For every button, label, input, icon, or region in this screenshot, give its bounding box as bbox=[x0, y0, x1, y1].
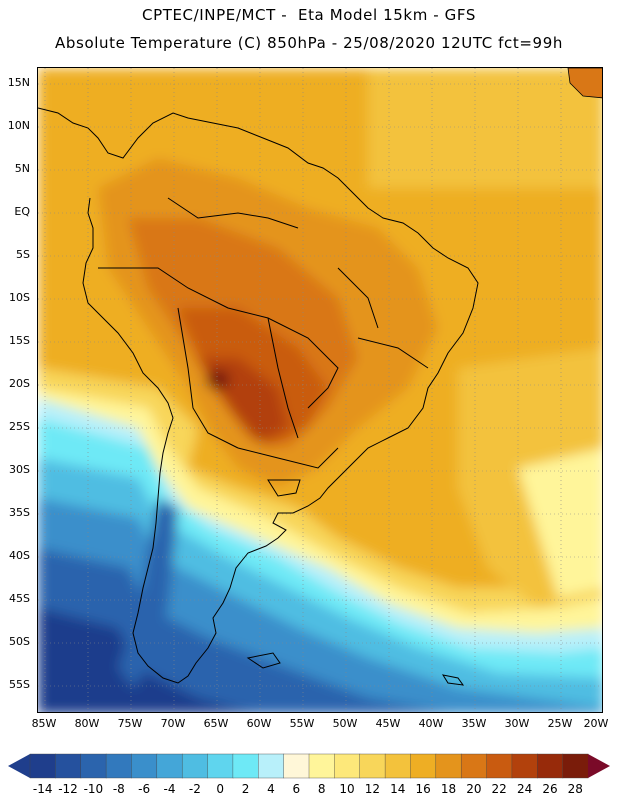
colorbar-label: 14 bbox=[390, 782, 406, 796]
lon-label-65w: 65W bbox=[203, 717, 229, 730]
lon-label-35w: 35W bbox=[461, 717, 487, 730]
colorbar-swatch bbox=[486, 753, 513, 779]
lon-label-80w: 80W bbox=[74, 717, 100, 730]
colorbar-label: 26 bbox=[542, 782, 558, 796]
colorbar-swatch bbox=[359, 753, 386, 779]
colorbar-label: 8 bbox=[317, 782, 326, 796]
colorbar-label: -6 bbox=[138, 782, 151, 796]
lat-label-10n: 10N bbox=[7, 119, 30, 132]
colorbar-label: 16 bbox=[415, 782, 431, 796]
lon-label-30w: 30W bbox=[504, 717, 530, 730]
colorbar-swatch bbox=[537, 753, 564, 779]
colorbar-swatch bbox=[131, 753, 158, 779]
colorbar-swatch bbox=[29, 753, 56, 779]
colorbar-label: 24 bbox=[516, 782, 533, 796]
lat-label-35s: 35S bbox=[9, 506, 30, 519]
lon-label-20w: 20W bbox=[583, 717, 609, 730]
colorbar-label: -12 bbox=[58, 782, 78, 796]
colorbar-swatch bbox=[308, 753, 335, 779]
colorbar-swatch bbox=[55, 753, 82, 779]
colorbar-swatch bbox=[232, 753, 259, 779]
map-title-line1: CPTEC/INPE/MCT - Eta Model 15km - GFS bbox=[142, 6, 476, 24]
lat-label-55s: 55S bbox=[9, 678, 30, 691]
lat-label-45s: 45S bbox=[9, 592, 30, 605]
lon-label-45w: 45W bbox=[375, 717, 401, 730]
lat-label-50s: 50S bbox=[9, 635, 30, 648]
map-panel[interactable] bbox=[37, 67, 603, 713]
colorbar-label: 4 bbox=[267, 782, 275, 796]
lon-label-40w: 40W bbox=[418, 717, 444, 730]
colorbar-swatch bbox=[562, 753, 589, 779]
colorbar-swatch bbox=[181, 753, 209, 779]
colorbar-over-arrow bbox=[588, 754, 610, 778]
colorbar-label: 0 bbox=[216, 782, 224, 796]
lat-label-10s: 10S bbox=[9, 291, 30, 304]
colorbar-label: -14 bbox=[32, 782, 53, 796]
colorbar-swatch bbox=[460, 753, 488, 779]
map-title-line2: Absolute Temperature (C) 850hPa - 25/08/… bbox=[55, 34, 563, 52]
colorbar-swatch bbox=[105, 753, 132, 779]
temperature-field bbox=[38, 68, 602, 712]
lon-label-70w: 70W bbox=[160, 717, 186, 730]
colorbar-swatch bbox=[410, 753, 437, 779]
colorbar-label: 10 bbox=[339, 782, 355, 796]
lat-label-20s: 20S bbox=[9, 377, 30, 390]
lat-label-30s: 30S bbox=[9, 463, 30, 476]
colorbar-swatch bbox=[384, 753, 411, 779]
colorbar-label: -8 bbox=[112, 782, 125, 796]
lat-label-15n: 15N bbox=[7, 76, 30, 89]
colorbar-label: 28 bbox=[567, 782, 583, 796]
lat-label-5n: 5N bbox=[14, 162, 30, 175]
temperature-map bbox=[38, 68, 602, 712]
lat-label-15s: 15S bbox=[9, 334, 30, 347]
colorbar-swatch bbox=[156, 753, 183, 779]
lat-label-5s: 5S bbox=[16, 248, 30, 261]
colorbar-under-arrow bbox=[8, 754, 30, 778]
lon-label-55w: 55W bbox=[289, 717, 315, 730]
lon-label-25w: 25W bbox=[547, 717, 573, 730]
colorbar-swatch bbox=[80, 753, 107, 779]
colorbar-swatch bbox=[258, 753, 285, 779]
lat-label-25s: 25S bbox=[9, 420, 30, 433]
colorbar-swatch bbox=[511, 753, 538, 779]
colorbar-label: 22 bbox=[491, 782, 507, 796]
coastline bbox=[38, 107, 479, 686]
lat-label-eq: EQ bbox=[14, 205, 30, 218]
colorbar-label: 6 bbox=[292, 782, 301, 796]
colorbar-label: -2 bbox=[188, 782, 201, 796]
colorbar-label: -4 bbox=[163, 782, 176, 796]
colorbar-swatch bbox=[283, 753, 310, 779]
colorbar-swatch bbox=[334, 753, 361, 779]
colorbar bbox=[8, 753, 610, 779]
lon-label-85w: 85W bbox=[31, 717, 57, 730]
colorbar-swatch bbox=[435, 753, 462, 779]
lon-label-60w: 60W bbox=[246, 717, 272, 730]
colorbar-label: 2 bbox=[241, 782, 250, 796]
colorbar-swatch bbox=[207, 753, 234, 779]
lon-label-50w: 50W bbox=[332, 717, 358, 730]
colorbar-label: 20 bbox=[466, 782, 482, 796]
colorbar-label: -10 bbox=[83, 782, 104, 796]
lat-label-40s: 40S bbox=[9, 549, 30, 562]
colorbar-label: 18 bbox=[440, 782, 457, 796]
colorbar-label: 12 bbox=[364, 782, 381, 796]
africa-edge bbox=[567, 68, 602, 99]
lon-label-75w: 75W bbox=[117, 717, 143, 730]
